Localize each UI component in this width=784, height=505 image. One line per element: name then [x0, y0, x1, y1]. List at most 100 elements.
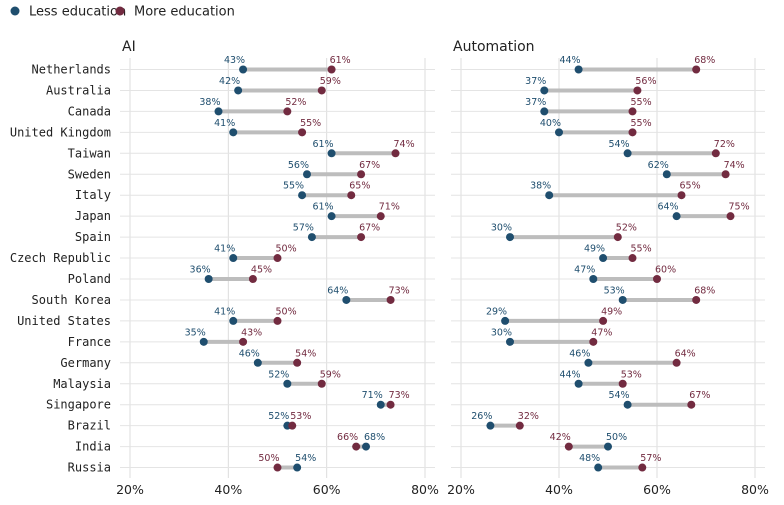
legend: Less education More education	[10, 5, 235, 20]
panel-0: AI 20% 40% 60% 80% 43% 61% 42% 59% 38% 52% 41% 55% 61…	[116, 39, 439, 497]
country-label: United Kingdom	[10, 125, 111, 139]
x-tick-label: 80%	[411, 482, 439, 497]
value-label-less: 41%	[214, 244, 235, 255]
panel-title: AI	[122, 39, 136, 55]
value-label-more: 32%	[518, 411, 539, 422]
country-label: Brazil	[68, 419, 111, 433]
value-label-more: 64%	[675, 348, 696, 359]
point-more-education	[672, 358, 681, 367]
value-label-less: 64%	[327, 285, 348, 296]
value-label-less: 29%	[486, 306, 507, 317]
legend-more-marker	[115, 6, 125, 16]
point-more-education	[317, 86, 326, 95]
point-less-education	[574, 379, 583, 388]
point-more-education	[599, 316, 608, 325]
country-label: France	[68, 335, 111, 349]
point-more-education	[357, 170, 366, 179]
point-less-education	[214, 107, 223, 116]
value-label-less: 54%	[608, 139, 629, 150]
value-label-less: 68%	[364, 432, 385, 443]
value-label-less: 37%	[525, 76, 546, 87]
value-label-less: 61%	[312, 139, 333, 150]
point-less-education	[342, 295, 351, 304]
country-label: Australia	[46, 83, 111, 97]
value-label-less: 50%	[606, 432, 627, 443]
value-label-more: 49%	[601, 306, 622, 317]
value-label-more: 56%	[635, 76, 656, 87]
x-tick-label: 60%	[643, 482, 671, 497]
point-less-education	[239, 65, 248, 74]
x-tick-label: 40%	[214, 482, 242, 497]
panel-1: Automation 20% 40% 60% 80% 44% 68% 37% 56% 37% 55%…	[447, 39, 769, 497]
point-less-education	[599, 254, 608, 263]
point-more-education	[633, 86, 642, 95]
value-label-more: 60%	[655, 265, 676, 276]
legend-less-label: Less education	[29, 5, 126, 20]
value-label-less: 52%	[268, 411, 289, 422]
point-more-education	[317, 379, 326, 388]
point-less-education	[229, 254, 238, 263]
point-more-education	[298, 128, 307, 137]
value-label-less: 42%	[219, 76, 240, 87]
point-less-education	[555, 128, 563, 137]
value-label-more: 55%	[631, 118, 652, 129]
value-label-more: 52%	[616, 223, 637, 234]
point-less-education	[540, 107, 549, 116]
point-more-education	[692, 65, 701, 74]
country-label: Germany	[60, 356, 111, 370]
value-label-more: 73%	[389, 390, 410, 401]
value-label-more: 68%	[694, 55, 715, 66]
country-label: Netherlands	[32, 63, 111, 77]
value-label-less: 64%	[657, 202, 678, 213]
point-less-education	[204, 275, 213, 283]
point-more-education	[386, 295, 395, 304]
country-label: Sweden	[68, 167, 111, 181]
value-label-more: 65%	[349, 181, 370, 192]
value-label-less: 49%	[584, 244, 605, 255]
point-more-education	[273, 463, 282, 472]
value-label-less: 40%	[540, 118, 561, 129]
value-label-less: 38%	[530, 181, 551, 192]
point-more-education	[352, 442, 361, 451]
value-label-more: 59%	[320, 76, 341, 87]
value-label-more: 75%	[729, 202, 750, 213]
point-more-education	[515, 421, 524, 430]
value-label-less: 71%	[362, 390, 383, 401]
value-label-more: 47%	[591, 327, 612, 338]
point-more-education	[564, 442, 573, 451]
value-label-more: 45%	[251, 265, 272, 276]
point-more-education	[677, 191, 686, 200]
point-more-education	[638, 463, 647, 472]
point-less-education	[298, 191, 307, 200]
value-label-more: 57%	[640, 453, 661, 464]
value-label-less: 55%	[283, 181, 304, 192]
value-label-more: 67%	[359, 160, 380, 171]
legend-less-marker	[10, 6, 20, 16]
point-more-education	[283, 107, 292, 116]
value-label-more: 55%	[300, 118, 321, 129]
point-less-education	[234, 86, 243, 95]
value-label-less: 26%	[471, 411, 492, 422]
point-more-education	[711, 149, 720, 158]
point-less-education	[303, 170, 311, 179]
point-less-education	[506, 337, 514, 346]
point-more-education	[721, 170, 730, 179]
point-more-education	[288, 421, 297, 430]
value-label-more: 67%	[689, 390, 710, 401]
point-more-education	[376, 212, 385, 221]
legend-more-label: More education	[134, 5, 235, 20]
value-label-more: 53%	[290, 411, 311, 422]
point-less-education	[589, 275, 598, 283]
value-label-more: 61%	[330, 55, 351, 66]
country-label: Russia	[68, 461, 111, 475]
value-label-less: 57%	[293, 223, 314, 234]
point-less-education	[283, 379, 292, 388]
point-more-education	[726, 212, 735, 221]
value-label-less: 30%	[491, 223, 512, 234]
value-label-less: 56%	[288, 160, 309, 171]
point-more-education	[628, 254, 637, 263]
point-less-education	[594, 463, 603, 472]
value-label-less: 48%	[579, 453, 600, 464]
value-label-more: 54%	[295, 348, 316, 359]
x-tick-label: 80%	[741, 482, 769, 497]
